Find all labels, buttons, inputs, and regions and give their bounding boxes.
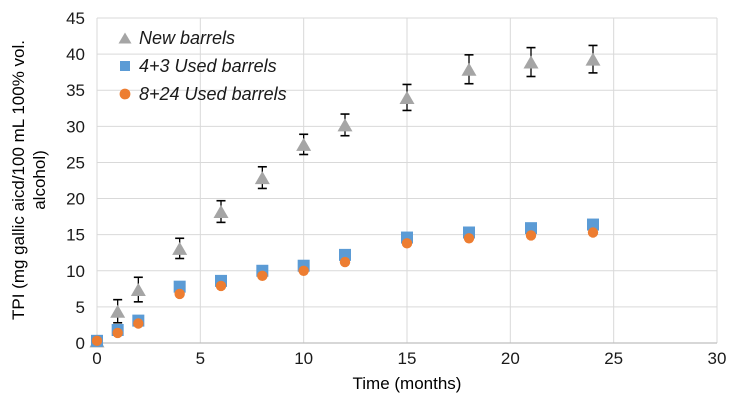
- data-point-triangle: [399, 90, 415, 104]
- legend: New barrels 4+3 Used barrels 8+24 Used bar…: [118, 24, 287, 108]
- x-tick-label: 0: [92, 349, 101, 368]
- data-point-circle: [463, 233, 475, 244]
- data-point-triangle: [523, 55, 539, 69]
- legend-item: New barrels: [118, 24, 287, 52]
- legend-label: New barrels: [139, 27, 236, 48]
- legend-item: 8+24 Used barrels: [118, 80, 287, 108]
- y-tick-label: 40: [66, 45, 85, 64]
- data-point-circle: [174, 288, 185, 300]
- data-point-triangle: [110, 304, 126, 318]
- x-tick-label: 25: [604, 349, 623, 368]
- data-point-circle: [91, 335, 103, 347]
- y-tick-label: 0: [76, 334, 85, 353]
- data-point-circle: [401, 238, 413, 249]
- legend-marker-square-icon: [120, 61, 130, 71]
- data-point-circle: [133, 318, 144, 329]
- y-tick-label: 5: [76, 298, 85, 317]
- data-point-triangle: [461, 62, 477, 76]
- y-tick-label: 45: [66, 9, 85, 28]
- legend-label: 8+24 Used barrels: [139, 83, 287, 104]
- legend-marker-triangle-icon: [118, 32, 132, 44]
- legend-label: 4+3 Used barrels: [139, 55, 277, 76]
- data-point-circle: [257, 270, 268, 282]
- y-tick-label: 25: [66, 153, 85, 172]
- data-point-triangle: [296, 137, 312, 151]
- x-tick-label: 5: [196, 349, 205, 368]
- y-tick-label: 20: [66, 190, 85, 209]
- y-tick-label: 30: [66, 117, 85, 136]
- data-point-triangle: [130, 283, 146, 297]
- data-point-circle: [112, 327, 123, 339]
- data-point-circle: [339, 256, 351, 268]
- x-tick-label: 20: [501, 349, 520, 368]
- x-axis-title: Time (months): [352, 374, 462, 393]
- data-point-circle: [525, 230, 537, 241]
- data-point-square: [587, 218, 599, 231]
- x-tick-label: 30: [708, 349, 727, 368]
- data-point-circle: [215, 280, 227, 292]
- data-point-circle: [298, 265, 309, 276]
- data-point-triangle: [337, 118, 353, 132]
- x-tick-label: 10: [294, 349, 313, 368]
- legend-item: 4+3 Used barrels: [118, 52, 287, 80]
- data-point-triangle: [172, 241, 188, 255]
- data-point-circle: [587, 227, 599, 238]
- y-tick-label: 35: [66, 81, 85, 100]
- data-point-triangle: [213, 205, 229, 219]
- data-point-triangle: [585, 52, 601, 66]
- data-point-triangle: [254, 171, 270, 185]
- legend-marker-circle-icon: [119, 88, 131, 100]
- x-tick-label: 15: [398, 349, 417, 368]
- y-tick-label: 15: [66, 226, 85, 245]
- y-tick-label: 10: [66, 262, 85, 281]
